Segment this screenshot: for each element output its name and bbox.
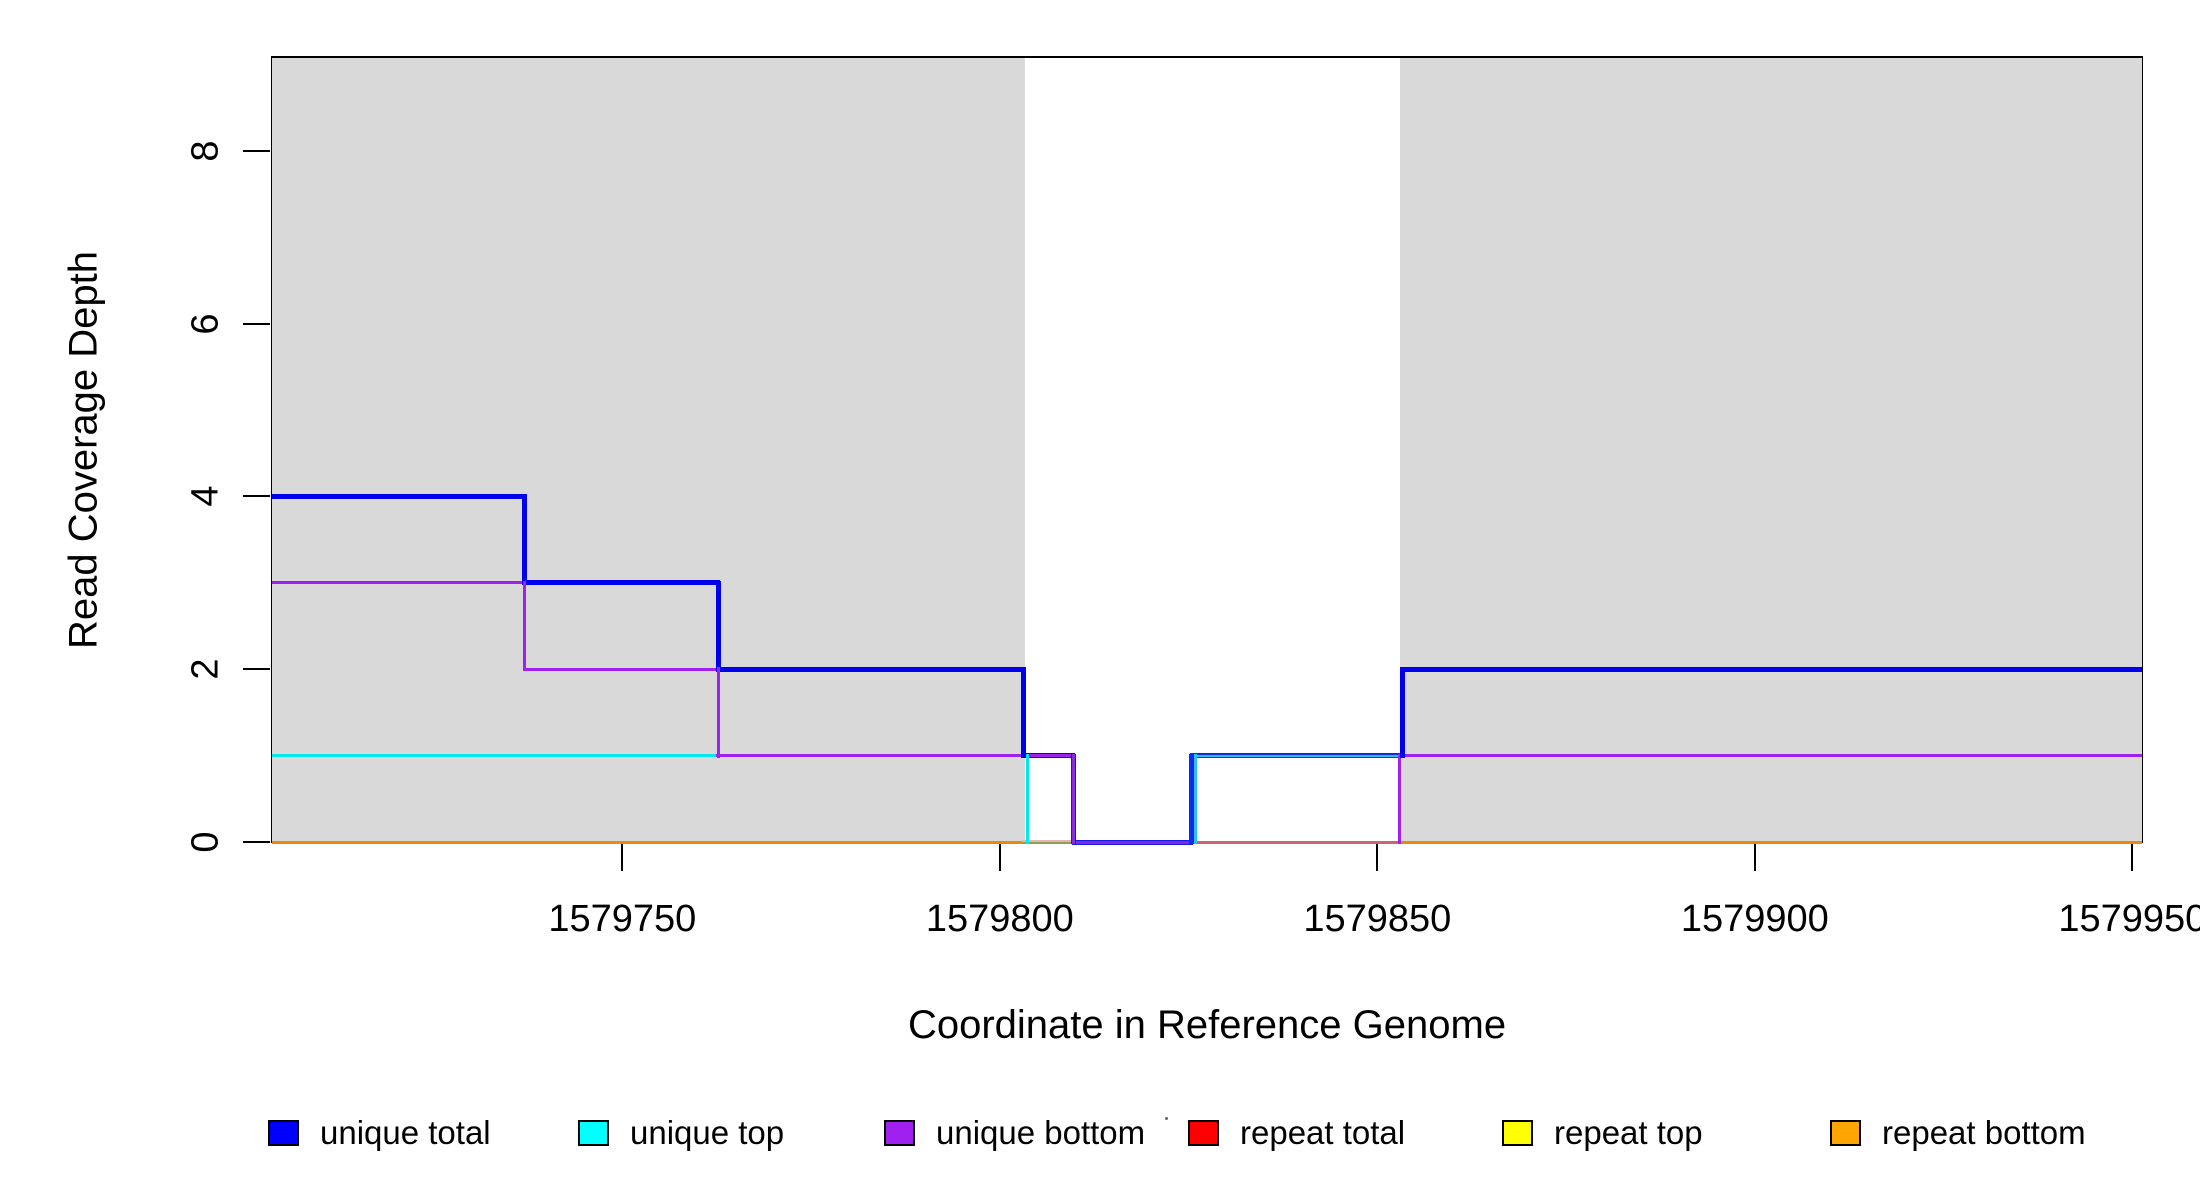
coverage-line-segment	[1072, 840, 1194, 844]
x-axis-tick-label: 1579900	[1680, 898, 1829, 940]
legend-color-swatch	[268, 1120, 299, 1146]
legend-label: unique total	[320, 1114, 491, 1151]
y-axis-tick-label: 4	[184, 485, 227, 507]
y-axis-tick	[243, 149, 270, 152]
coverage-line-segment	[1022, 840, 1073, 842]
legend-item: repeat bottom	[1830, 1114, 2086, 1151]
y-axis-tick-label: 8	[184, 140, 227, 162]
coverage-line-segment	[522, 580, 721, 586]
coverage-line-segment	[1399, 754, 2143, 758]
shaded-region	[272, 58, 1026, 841]
coverage-line-step	[523, 580, 527, 672]
coverage-line-step	[1193, 753, 1197, 844]
y-axis-tick	[243, 668, 270, 671]
x-axis-tick	[2131, 844, 2134, 871]
coverage-line-segment	[1401, 666, 2143, 672]
coverage-line-step	[522, 494, 528, 585]
coverage-line-step	[1072, 753, 1076, 844]
legend-color-swatch	[578, 1120, 609, 1146]
coverage-line-step	[1398, 753, 1402, 844]
coverage-line-step	[715, 580, 721, 672]
x-axis-tick	[998, 844, 1001, 871]
coverage-line-segment	[272, 493, 528, 499]
coverage-line-segment	[272, 840, 1023, 844]
coverage-line-segment	[1399, 840, 2143, 844]
legend-color-swatch	[884, 1120, 915, 1146]
y-axis-tick-label: 0	[184, 831, 227, 853]
legend-label: repeat bottom	[1882, 1114, 2086, 1151]
coverage-line-step	[1026, 753, 1030, 844]
legend-color-swatch	[1502, 1120, 1533, 1146]
y-axis-tick	[243, 322, 270, 325]
legend-item: repeat top	[1502, 1114, 1703, 1151]
legend-color-swatch	[1188, 1120, 1219, 1146]
legend-label: repeat total	[1240, 1114, 1406, 1151]
x-axis-tick-label: 1579750	[548, 898, 697, 940]
legend-item: repeat total	[1188, 1114, 1405, 1151]
legend-artifact-dot	[1165, 1117, 1168, 1120]
x-axis-tick	[1376, 844, 1379, 871]
shaded-region	[1399, 58, 2143, 841]
y-axis-tick	[243, 495, 270, 498]
y-axis-tick	[243, 841, 270, 843]
coverage-line-step	[716, 667, 720, 758]
coverage-line-segment	[272, 581, 526, 585]
coverage-line-segment	[1022, 842, 1073, 844]
coverage-line-segment	[272, 754, 1029, 758]
x-axis-tick-label: 1579950	[2058, 898, 2200, 940]
x-axis-tick	[621, 844, 624, 871]
y-axis-tick-label: 2	[184, 658, 227, 680]
legend-color-swatch	[1830, 1120, 1861, 1146]
coverage-line-segment	[715, 754, 1075, 758]
x-axis-title: Coordinate in Reference Genome	[907, 1003, 1507, 1047]
legend-label: unique top	[630, 1114, 785, 1151]
coverage-line-step	[1400, 667, 1406, 758]
coverage-line-segment	[1190, 754, 1402, 757]
x-axis-tick-label: 1579800	[925, 898, 1074, 940]
legend-label: unique bottom	[936, 1114, 1146, 1151]
legend-item: unique top	[578, 1114, 784, 1151]
coverage-line-step	[1189, 753, 1195, 844]
legend-item: unique bottom	[884, 1114, 1145, 1151]
coverage-line-segment	[523, 667, 720, 671]
legend-item: unique total	[268, 1114, 491, 1151]
y-axis-tick-label: 6	[184, 313, 227, 335]
x-axis-tick-label: 1579850	[1303, 898, 1452, 940]
coverage-line-segment	[1191, 840, 1402, 844]
coverage-line-segment	[715, 666, 1027, 672]
x-axis-tick	[1753, 844, 1756, 871]
coverage-line-step	[1021, 667, 1027, 758]
y-axis-title: Read Coverage Depth	[61, 250, 106, 650]
legend-label: repeat top	[1554, 1114, 1703, 1151]
